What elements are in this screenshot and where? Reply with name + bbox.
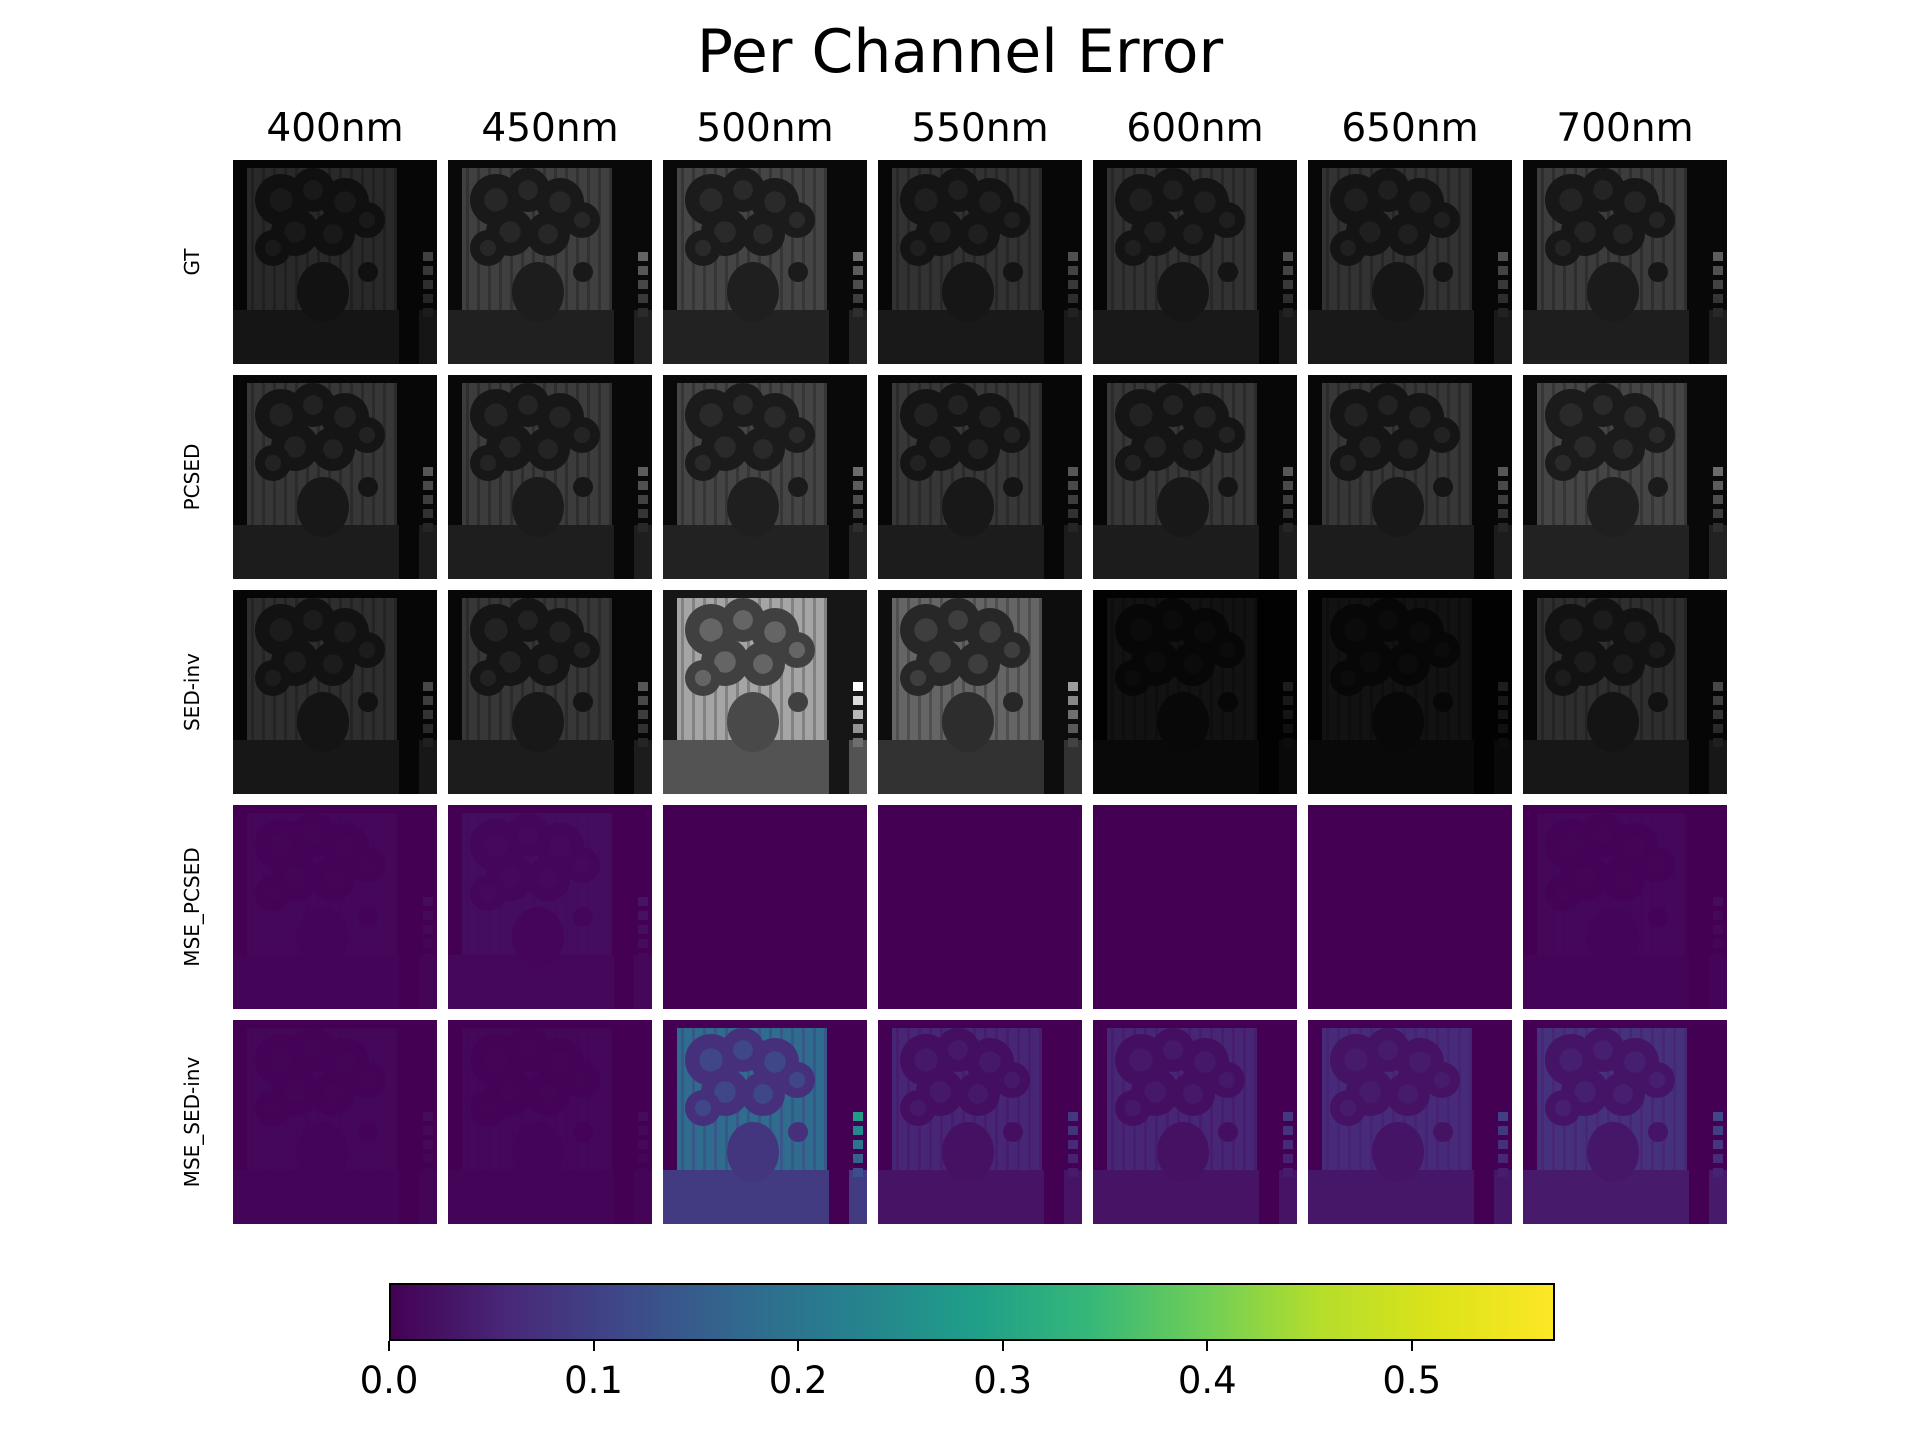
- panel-pcsed-450nm: [448, 375, 652, 579]
- panel-gt-600nm: [1093, 160, 1297, 364]
- panel-gt-700nm: [1523, 160, 1727, 364]
- panel-sed-inv-600nm: [1093, 590, 1297, 794]
- colorbar-tick-label: 0.2: [768, 1359, 828, 1402]
- colorbar-tick: [592, 1341, 595, 1351]
- panel-sed-inv-700nm: [1523, 590, 1727, 794]
- panel-mse_sed-inv-600nm: [1093, 1020, 1297, 1224]
- panel-mse_pcsed-500nm: [663, 805, 867, 1009]
- panel-sed-inv-400nm: [233, 590, 437, 794]
- panel-gt-500nm: [663, 160, 867, 364]
- panel-mse_pcsed-700nm: [1523, 805, 1727, 1009]
- panel-pcsed-550nm: [878, 375, 1082, 579]
- chart-title: Per Channel Error: [696, 17, 1224, 87]
- panel-mse_sed-inv-400nm: [233, 1020, 437, 1224]
- panel-sed-inv-550nm: [878, 590, 1082, 794]
- panel-gt-450nm: [448, 160, 652, 364]
- panel-pcsed-500nm: [663, 375, 867, 579]
- row-label-pcsed: PCSED: [180, 443, 204, 511]
- panel-pcsed-600nm: [1093, 375, 1297, 579]
- row-label-mse_pcsed: MSE_PCSED: [180, 847, 204, 967]
- column-label-600nm: 600nm: [1126, 106, 1264, 151]
- column-label-450nm: 450nm: [481, 106, 619, 151]
- panel-sed-inv-650nm: [1308, 590, 1512, 794]
- colorbar-tick: [1001, 1341, 1004, 1351]
- column-label-400nm: 400nm: [266, 106, 404, 151]
- row-label-mse_sed-inv: MSE_SED-inv: [180, 1056, 204, 1188]
- panel-mse_pcsed-600nm: [1093, 805, 1297, 1009]
- panel-mse_pcsed-550nm: [878, 805, 1082, 1009]
- colorbar-tick: [1206, 1341, 1209, 1351]
- panel-gt-650nm: [1308, 160, 1512, 364]
- panel-mse_sed-inv-500nm: [663, 1020, 867, 1224]
- panel-pcsed-700nm: [1523, 375, 1727, 579]
- panel-mse_sed-inv-700nm: [1523, 1020, 1727, 1224]
- row-label-gt: GT: [180, 248, 204, 276]
- column-label-500nm: 500nm: [696, 106, 834, 151]
- row-label-sed-inv: SED-inv: [180, 652, 204, 732]
- colorbar-tick-label: 0.1: [564, 1359, 623, 1402]
- column-label-650nm: 650nm: [1341, 106, 1479, 151]
- colorbar-tick: [388, 1341, 390, 1351]
- panel-mse_sed-inv-450nm: [448, 1020, 652, 1224]
- colorbar-tick-label: 0.0: [359, 1359, 419, 1402]
- panel-mse_pcsed-650nm: [1308, 805, 1512, 1009]
- colorbar: [389, 1283, 1555, 1341]
- panel-mse_pcsed-400nm: [233, 805, 437, 1009]
- panel-gt-550nm: [878, 160, 1082, 364]
- colorbar-tick-label: 0.5: [1382, 1359, 1442, 1402]
- panel-sed-inv-500nm: [663, 590, 867, 794]
- panel-mse_sed-inv-650nm: [1308, 1020, 1512, 1224]
- panel-sed-inv-450nm: [448, 590, 652, 794]
- panel-mse_sed-inv-550nm: [878, 1020, 1082, 1224]
- panel-mse_pcsed-450nm: [448, 805, 652, 1009]
- colorbar-tick: [797, 1341, 800, 1351]
- colorbar-tick-label: 0.3: [973, 1359, 1033, 1402]
- panel-gt-400nm: [233, 160, 437, 364]
- panel-pcsed-400nm: [233, 375, 437, 579]
- colorbar-tick-label: 0.4: [1177, 1359, 1237, 1402]
- panel-pcsed-650nm: [1308, 375, 1512, 579]
- column-label-700nm: 700nm: [1556, 106, 1694, 151]
- column-label-550nm: 550nm: [911, 106, 1049, 151]
- colorbar-tick: [1410, 1341, 1413, 1351]
